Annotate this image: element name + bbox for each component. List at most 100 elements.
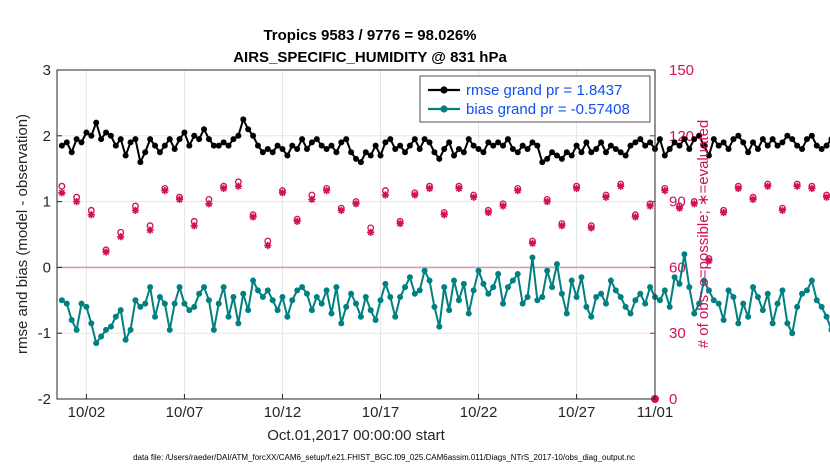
- bias-point: [338, 320, 345, 327]
- bias-point: [132, 297, 139, 304]
- rmse-point: [264, 145, 271, 152]
- rmse-point: [799, 145, 806, 152]
- obs-evaluated-point: [352, 200, 360, 208]
- bias-point: [701, 277, 708, 284]
- bias-point: [495, 270, 502, 277]
- rmse-point: [117, 136, 124, 143]
- bias-point: [279, 294, 286, 301]
- bias-point: [705, 287, 712, 294]
- bias-point: [353, 300, 359, 307]
- legend-rmse-label: rmse grand pr = 1.8437: [466, 82, 622, 99]
- bias-point: [632, 297, 639, 304]
- bias-point: [230, 294, 237, 301]
- bias-point: [553, 261, 560, 268]
- bias-point: [240, 290, 247, 297]
- rmse-point: [68, 149, 75, 156]
- rmse-point: [563, 149, 570, 156]
- rmse-point: [524, 145, 531, 152]
- rmse-point: [558, 155, 565, 162]
- rmse-point: [451, 152, 458, 159]
- rmse-point: [696, 132, 703, 139]
- rmse-point: [299, 136, 306, 143]
- rmse-point: [387, 136, 394, 143]
- rmse-point: [480, 149, 487, 156]
- bias-point: [333, 284, 340, 291]
- y-tick-label: 0: [43, 259, 51, 276]
- bias-point: [544, 267, 551, 274]
- rmse-point: [681, 136, 688, 143]
- rmse-point: [78, 139, 85, 146]
- obs-evaluated-point: [470, 193, 478, 201]
- rmse-point: [215, 142, 222, 149]
- bias-point: [78, 300, 85, 307]
- rmse-point: [245, 126, 252, 133]
- bias-point: [98, 333, 105, 340]
- bias-point: [475, 267, 482, 274]
- obs-evaluated-point: [572, 184, 581, 193]
- rmse-point: [333, 149, 340, 156]
- obs-possible-point: [58, 182, 66, 190]
- bias-point: [328, 310, 335, 317]
- rmse-point: [181, 129, 188, 136]
- bias-point: [480, 280, 487, 287]
- obs-evaluated-point: [117, 233, 125, 241]
- bias-point: [58, 297, 65, 304]
- rmse-point: [632, 139, 639, 146]
- plot-area: [58, 116, 830, 403]
- bias-point: [382, 280, 389, 287]
- series-asterisk: [58, 182, 830, 265]
- bias-point: [201, 284, 208, 291]
- rmse-point: [254, 142, 261, 149]
- legend: rmse grand pr = 1.8437 bias grand pr = -…: [419, 75, 651, 123]
- rmse-point: [171, 145, 178, 152]
- obs-evaluated-point: [440, 211, 448, 219]
- rmse-point: [813, 142, 820, 149]
- rmse-point: [583, 139, 590, 146]
- bias-point: [176, 284, 183, 291]
- bias-point: [774, 300, 781, 307]
- bias-point: [637, 290, 644, 297]
- bias-point: [357, 313, 364, 320]
- bias-point: [147, 284, 154, 291]
- rmse-point: [686, 145, 693, 152]
- rmse-point: [367, 152, 374, 159]
- bias-point: [803, 287, 810, 294]
- rmse-point: [132, 136, 139, 143]
- bias-point: [504, 284, 511, 291]
- bias-point: [367, 307, 374, 314]
- obs-evaluated-point: [249, 213, 257, 221]
- rmse-point: [647, 139, 654, 146]
- x-tick-label: 10/02: [68, 404, 106, 421]
- rmse-point: [710, 136, 717, 143]
- rmse-point: [93, 119, 100, 126]
- rmse-point: [573, 142, 580, 149]
- rmse-point: [147, 136, 154, 143]
- rmse-point: [88, 132, 95, 139]
- rmse-point: [348, 149, 355, 156]
- y-tick-label-right: 0: [669, 391, 677, 408]
- rmse-point: [274, 142, 281, 149]
- bias-point: [299, 284, 306, 291]
- bias-point: [411, 290, 418, 297]
- y-tick-label: -1: [38, 325, 51, 342]
- rmse-point: [441, 145, 448, 152]
- rmse-point: [176, 136, 183, 143]
- bias-point: [161, 300, 168, 307]
- obs-evaluated-point: [220, 184, 228, 193]
- obs-evaluated-point: [646, 202, 654, 210]
- obs-evaluated-point: [425, 184, 434, 193]
- rmse-point: [343, 136, 350, 143]
- bias-point: [313, 294, 320, 301]
- bias-point: [549, 284, 556, 291]
- obs-evaluated-point: [690, 200, 698, 208]
- bias-point: [539, 294, 546, 301]
- obs-evaluated-point: [705, 257, 713, 265]
- rmse-point: [220, 139, 227, 146]
- bias-point: [514, 270, 521, 277]
- rmse-point: [225, 142, 232, 149]
- bias-point: [284, 313, 291, 320]
- rmse-point: [676, 142, 683, 149]
- obs-evaluated-point: [234, 182, 242, 190]
- bias-point: [406, 274, 413, 281]
